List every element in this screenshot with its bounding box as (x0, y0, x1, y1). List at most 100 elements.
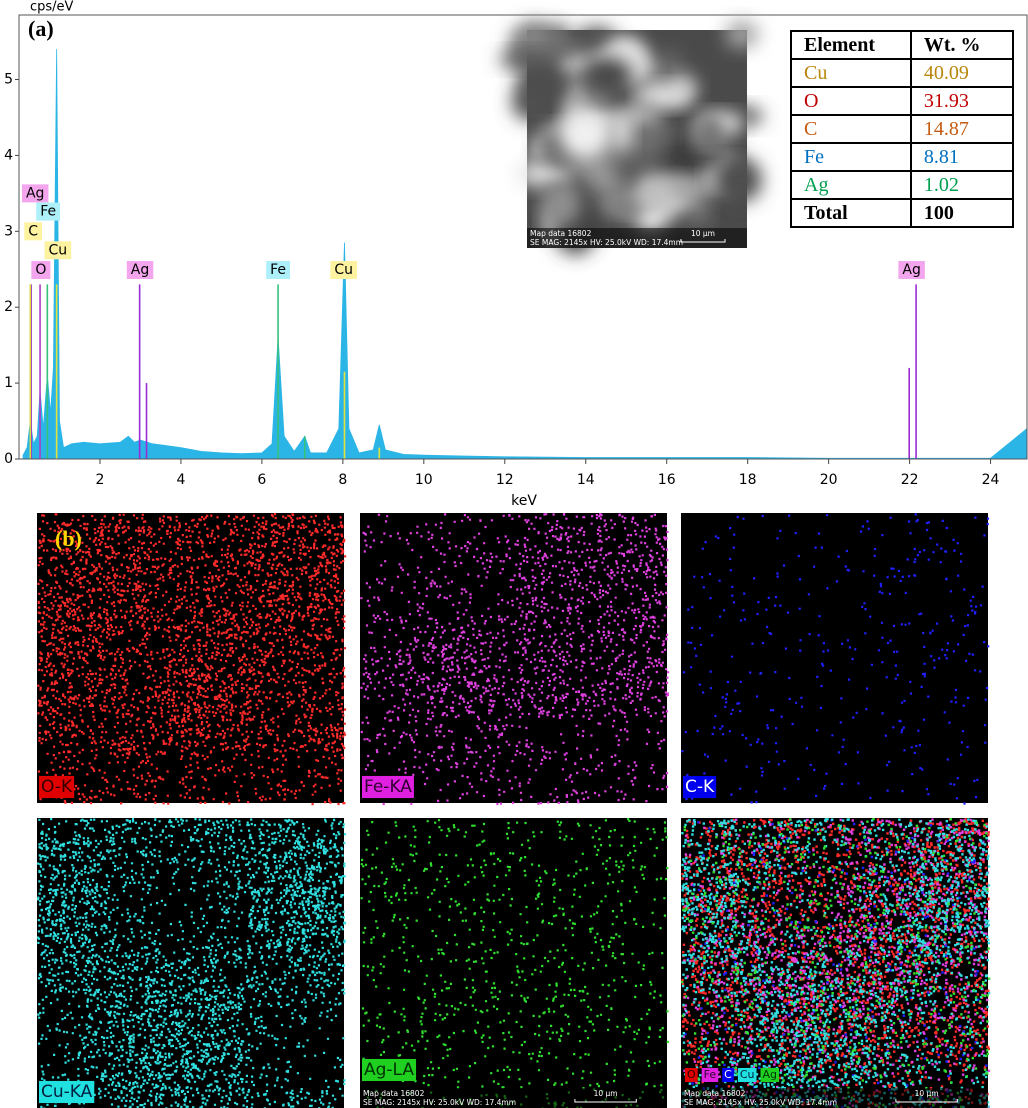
peak-label: Cu (49, 242, 68, 258)
table-cell: 14.87 (909, 114, 1015, 144)
caption-bar (681, 1088, 988, 1108)
legend-box (701, 1068, 719, 1082)
scale-bar (574, 1099, 637, 1103)
peak-label-box (31, 261, 51, 280)
y-tick-label: 2 (4, 299, 13, 315)
element-map: Cu-KA (37, 818, 347, 1108)
table-cell: Fe (790, 142, 912, 172)
map-dots (37, 513, 347, 806)
table-row: Total 100 (790, 198, 1015, 228)
panel-label: (a) (28, 16, 54, 41)
sem-texture (585, 57, 632, 95)
map-dots (681, 818, 990, 1108)
table-cell: 1.02 (909, 170, 1015, 200)
legend-label: O (687, 1068, 696, 1081)
table-cell: Element (790, 30, 912, 60)
map-label-box (39, 1080, 95, 1104)
panel-label: (b) (55, 526, 82, 551)
table-row: O 31.93 (790, 86, 1015, 116)
peak-label-box (21, 184, 49, 203)
element-map: C-K (681, 513, 990, 805)
sem-texture (621, 123, 666, 156)
y-tick-label: 0 (4, 451, 13, 467)
y-tick-label: 3 (4, 223, 13, 239)
sem-texture (703, 169, 722, 188)
scale-bar (680, 239, 726, 243)
peak-label: O (35, 262, 46, 278)
sem-texture (558, 108, 613, 159)
x-tick-label: 2 (96, 472, 105, 488)
scale-label: 10 µm (915, 1089, 939, 1098)
legend-label: Cu (740, 1068, 755, 1081)
x-tick-label: 10 (415, 472, 433, 488)
table-row: C 14.87 (790, 114, 1015, 144)
peak-label-box (36, 202, 61, 221)
table-row: Element Wt. % (790, 30, 1015, 60)
x-tick-label: 20 (820, 472, 838, 488)
table-cell: C (790, 114, 912, 144)
sem-texture (602, 191, 649, 220)
table-cell: 31.93 (909, 86, 1015, 116)
map-label: Fe-KA (364, 777, 412, 797)
y-tick-label: 5 (4, 72, 13, 88)
composition-table: Element Wt. % Cu 40.09 O 31.93 C 14.87 Fe 8.81 Ag 1… (790, 30, 1015, 228)
caption-params: SE MAG: 2145x HV: 25.0kV WD: 17.4mm (530, 238, 683, 247)
caption-params: SE MAG: 2145x HV: 25.0kV WD: 17.4mm (363, 1098, 516, 1107)
legend-box (760, 1068, 780, 1082)
y-axis-label: cps/eV (30, 0, 74, 15)
sem-texture (659, 177, 710, 201)
table-cell: 100 (909, 198, 1015, 228)
map-bg (37, 513, 344, 803)
map-dots (360, 513, 670, 806)
map-label-box (683, 775, 717, 799)
sem-texture (575, 26, 617, 51)
caption-id: Map data 16802 (363, 1089, 425, 1098)
x-tick-label: 14 (577, 472, 595, 488)
table-row: Cu 40.09 (790, 58, 1015, 88)
plot-frame (18, 14, 1028, 460)
peak-label-box (44, 241, 72, 260)
x-tick-label: 18 (739, 472, 757, 488)
table-cell: 8.81 (909, 142, 1015, 172)
legend-label: C (724, 1068, 732, 1081)
x-tick-label: 12 (496, 472, 514, 488)
caption-id: Map data 16802 (530, 229, 592, 238)
x-tick-label: 6 (257, 472, 266, 488)
legend-label: Fe (704, 1068, 717, 1081)
sem-texture (638, 85, 692, 107)
peak-label: Cu (334, 262, 353, 278)
map-dots (681, 513, 990, 805)
table-row: Fe 8.81 (790, 142, 1015, 172)
caption-params: SE MAG: 2145x HV: 25.0kV WD: 17.4mm (684, 1098, 837, 1107)
sem-texture (541, 180, 581, 227)
map-bg (681, 513, 988, 803)
peak-label: Ag (26, 185, 44, 201)
table-cell: 40.09 (909, 58, 1015, 88)
sem-texture (697, 112, 723, 163)
peak-label: C (28, 223, 38, 239)
peak-label: Fe (270, 262, 286, 278)
table-cell: Ag (790, 170, 912, 200)
sem-texture (611, 107, 632, 154)
sem-texture (689, 194, 710, 228)
peak-label-box (126, 261, 154, 280)
peak-label-box (24, 222, 43, 241)
peak-label-box (330, 261, 357, 280)
x-tick-label: 22 (901, 472, 919, 488)
legend-box (737, 1068, 757, 1082)
spectrum-area (22, 49, 1028, 460)
caption-bar (527, 228, 747, 248)
sem-texture (543, 23, 573, 56)
peak-label-box (266, 261, 291, 280)
peak-label: Fe (40, 204, 56, 220)
table-cell: Wt. % (909, 30, 1015, 60)
map-dots (681, 818, 991, 1108)
sem-texture (517, 62, 563, 103)
y-tick-label: 1 (4, 375, 13, 391)
legend-box (722, 1068, 734, 1082)
x-tick-label: 4 (176, 472, 185, 488)
